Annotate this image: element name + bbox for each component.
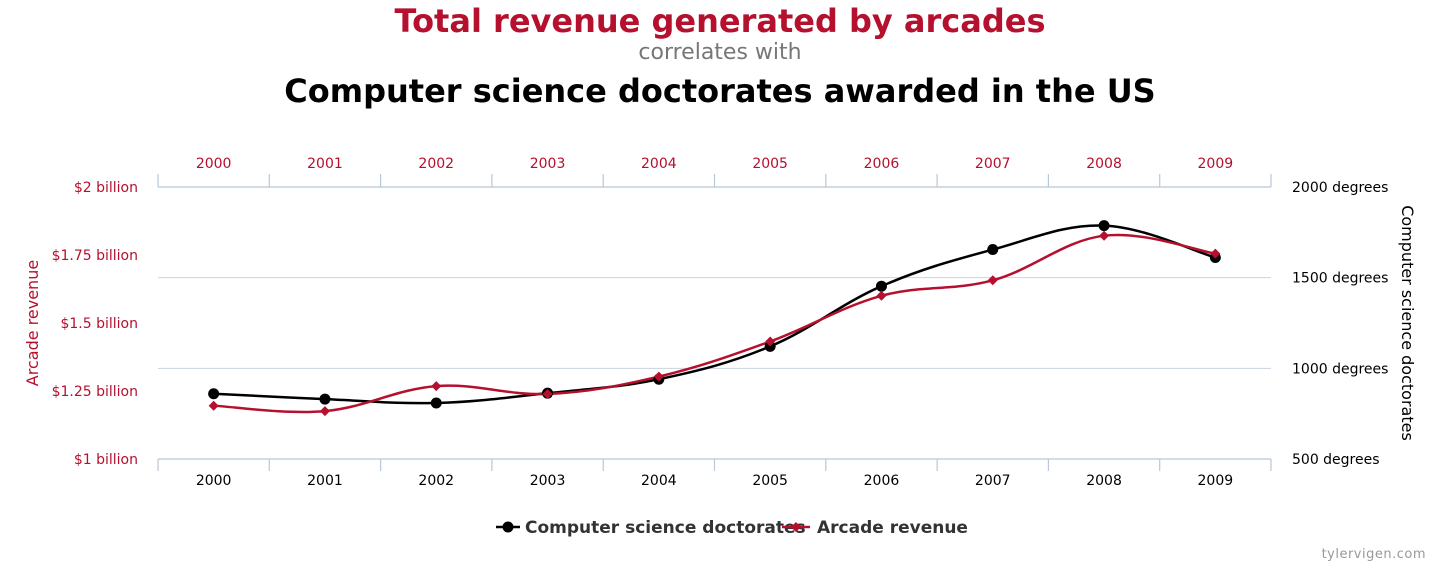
data-point-doctorates	[208, 388, 220, 400]
data-point-doctorates	[875, 280, 887, 292]
legend-marker-doctorates	[502, 521, 514, 533]
x-tick-label-top: 2006	[864, 156, 900, 172]
legend-marker-arcade-revenue	[791, 522, 801, 532]
x-tick-label-top: 2005	[752, 156, 788, 172]
x-tick-label-top: 2002	[418, 156, 454, 172]
x-tick-label-top: 2004	[641, 156, 677, 172]
data-point-arcade-revenue	[1099, 230, 1110, 241]
x-tick-label-bottom: 2002	[418, 473, 454, 489]
credit-text[interactable]: tylervigen.com	[1321, 547, 1426, 562]
x-tick-label-bottom: 2004	[641, 473, 677, 489]
x-tick-label-top: 2001	[307, 156, 343, 172]
y-left-tick-label: $1 billion	[74, 452, 138, 468]
data-point-arcade-revenue	[765, 336, 776, 347]
data-point-arcade-revenue	[876, 290, 887, 301]
x-tick-label-top: 2003	[530, 156, 566, 172]
x-tick-label-top: 2008	[1086, 156, 1122, 172]
x-tick-label-bottom: 2009	[1198, 473, 1234, 489]
data-point-arcade-revenue	[319, 406, 330, 417]
x-tick-label-top: 2009	[1198, 156, 1234, 172]
x-tick-label-bottom: 2003	[530, 473, 566, 489]
data-point-arcade-revenue	[987, 275, 998, 286]
x-tick-label-bottom: 2001	[307, 473, 343, 489]
y-right-axis-title: Computer science doctorates	[1398, 205, 1417, 441]
x-tick-label-bottom: 2005	[752, 473, 788, 489]
data-point-arcade-revenue	[431, 381, 442, 392]
y-right-tick-label: 2000 degrees	[1292, 180, 1388, 196]
y-right-tick-label: 1000 degrees	[1292, 361, 1388, 377]
x-tick-label-bottom: 2000	[196, 473, 232, 489]
y-right-tick-label: 500 degrees	[1292, 452, 1380, 468]
data-point-arcade-revenue	[1210, 248, 1221, 259]
data-point-arcade-revenue	[208, 400, 219, 411]
legend-label-arcade-revenue: Arcade revenue	[817, 518, 968, 538]
y-left-axis-title: Arcade revenue	[23, 260, 42, 386]
y-left-tick-label: $1.5 billion	[60, 316, 138, 332]
chart-title-secondary: Computer science doctorates awarded in t…	[284, 72, 1156, 110]
x-tick-label-top: 2007	[975, 156, 1011, 172]
data-point-doctorates	[1098, 220, 1110, 232]
chart-title-connector: correlates with	[638, 40, 802, 65]
data-point-arcade-revenue	[653, 371, 664, 382]
x-tick-label-bottom: 2008	[1086, 473, 1122, 489]
series-line-doctorates	[213, 224, 1216, 405]
chart-title-primary: Total revenue generated by arcades	[394, 2, 1046, 40]
data-point-doctorates	[987, 244, 999, 256]
y-left-tick-label: $1.75 billion	[52, 248, 138, 264]
x-tick-label-bottom: 2007	[975, 473, 1011, 489]
y-left-tick-label: $2 billion	[74, 180, 138, 196]
x-tick-label-top: 2000	[196, 156, 232, 172]
data-point-doctorates	[430, 397, 442, 409]
data-point-doctorates	[319, 393, 331, 405]
y-right-tick-label: 1500 degrees	[1292, 271, 1388, 287]
y-left-tick-label: $1.25 billion	[52, 384, 138, 400]
x-tick-label-bottom: 2006	[864, 473, 900, 489]
legend-label-doctorates: Computer science doctorates	[525, 518, 806, 538]
series-line-arcade-revenue	[213, 233, 1216, 414]
data-point-arcade-revenue	[542, 388, 553, 399]
